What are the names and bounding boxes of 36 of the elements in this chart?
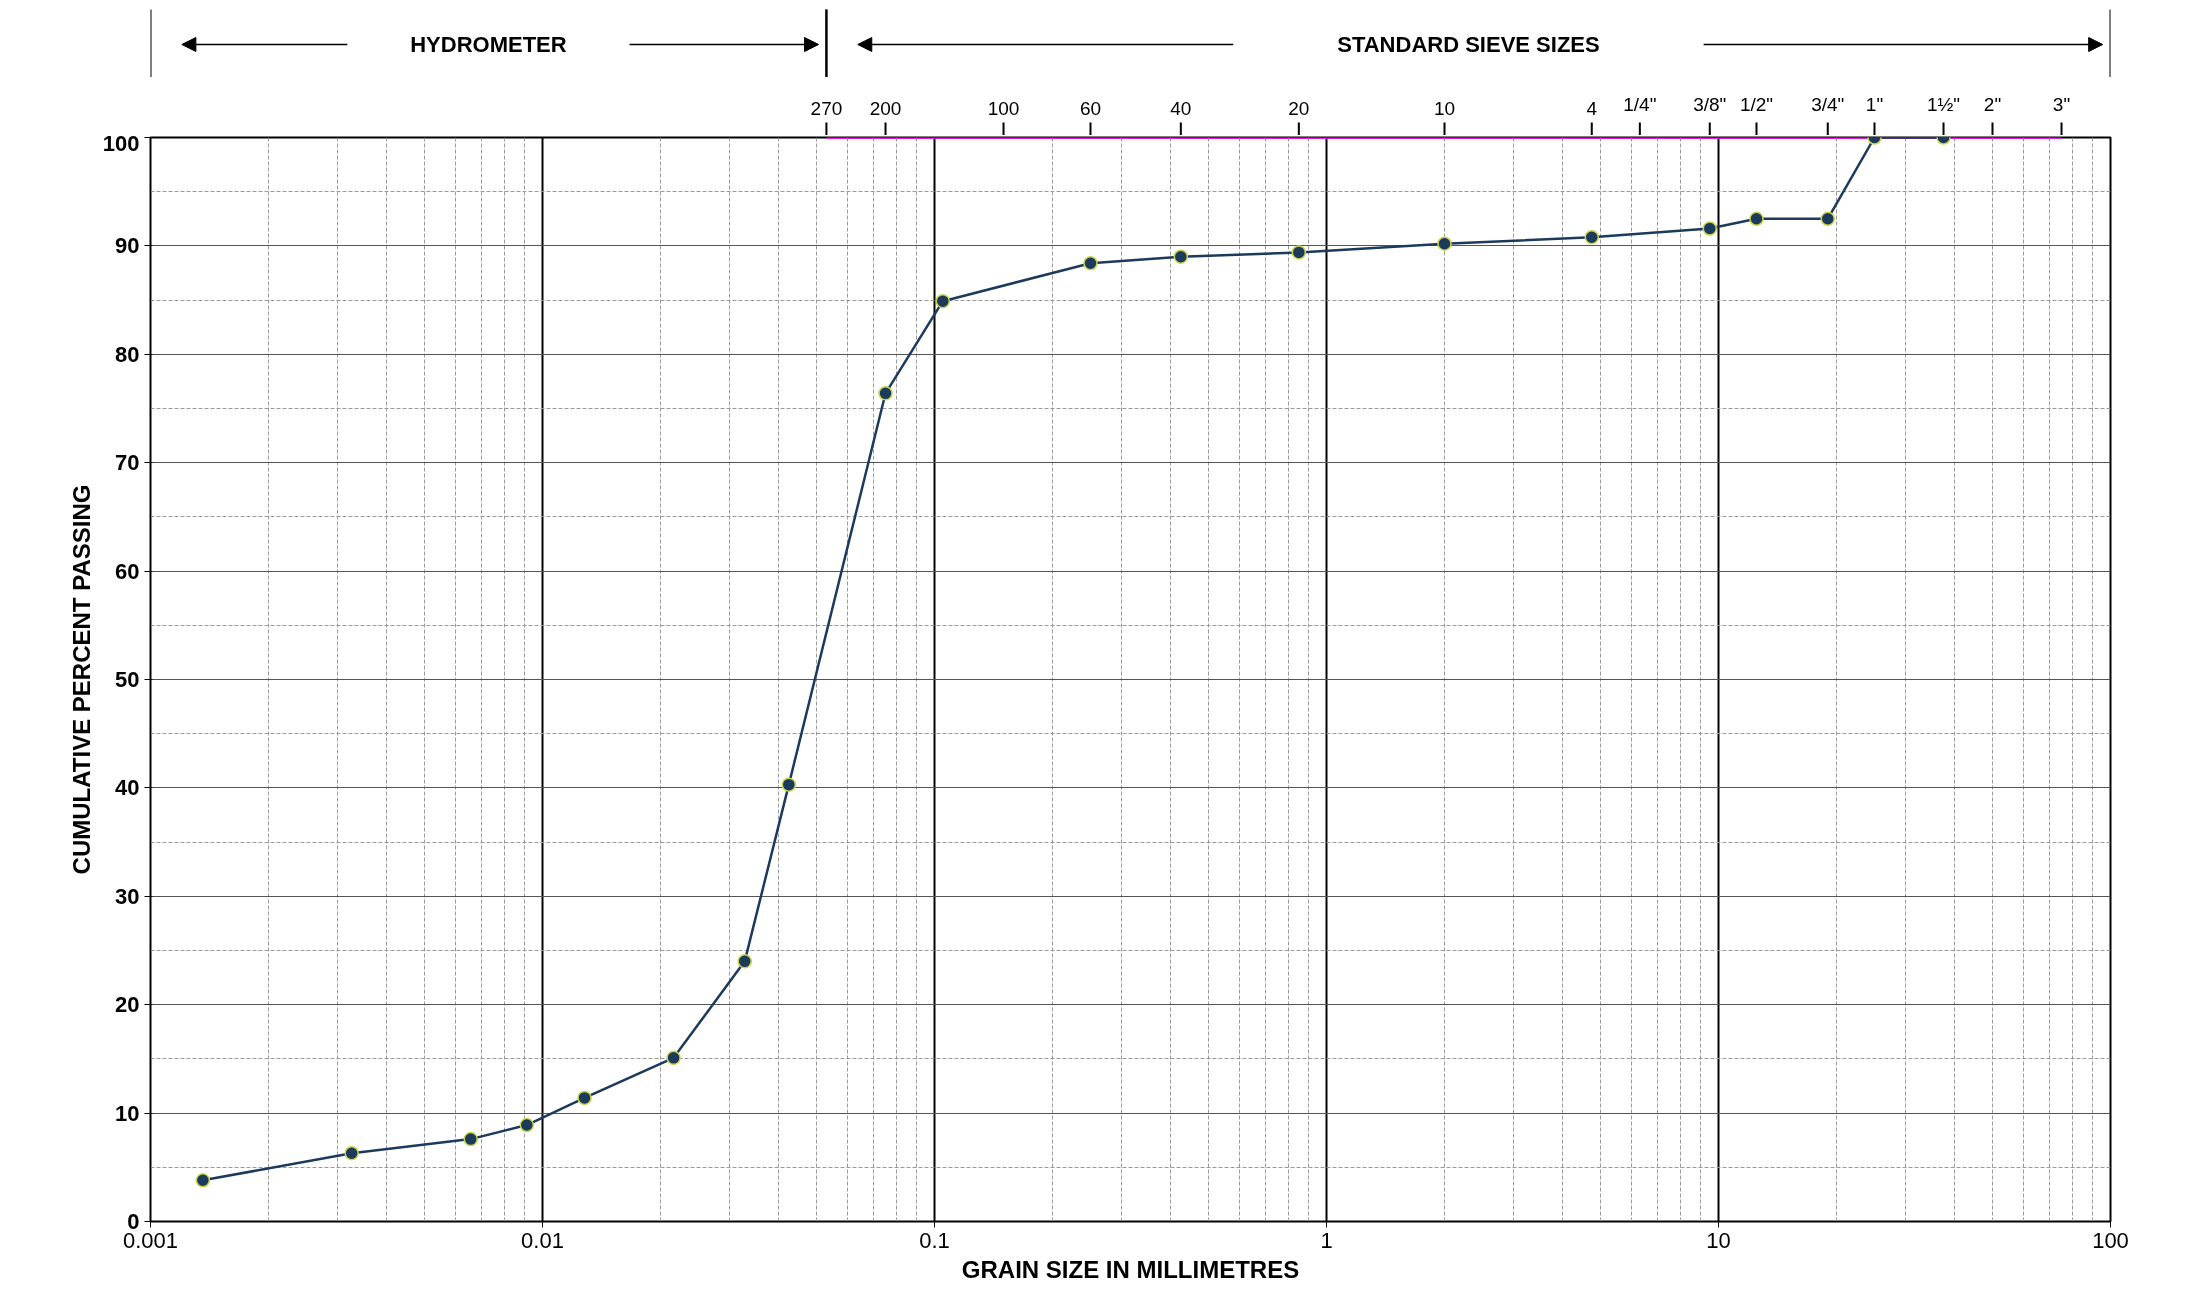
- x-tick-label: 100: [2092, 1227, 2129, 1253]
- y-tick-label: 40: [115, 775, 140, 801]
- annotation: 1/2": [1739, 93, 1774, 115]
- annotation: 1½": [1926, 93, 1961, 115]
- y-tick-label: 30: [115, 883, 140, 909]
- y-tick-label: 20: [115, 992, 140, 1018]
- annotation: 40: [1170, 97, 1192, 119]
- annotation: 1/4": [1623, 93, 1657, 115]
- annotation: 2": [1983, 93, 2002, 115]
- y-tick-label: 80: [115, 341, 140, 367]
- y-tick-label: 90: [115, 233, 140, 259]
- x-axis-title: GRAIN SIZE IN MILLIMETRES: [961, 1255, 1300, 1283]
- y-tick-label: 70: [115, 450, 140, 476]
- text: HYDROMETER: [410, 32, 567, 57]
- annotation: 3/8": [1693, 93, 1727, 115]
- y-tick-label: 0: [127, 1209, 140, 1234]
- annotation: 10: [1433, 97, 1456, 119]
- annotation: 100: [987, 97, 1020, 119]
- annotation: 4: [1586, 97, 1598, 119]
- y-tick-label: 50: [115, 667, 140, 692]
- x-tick-label: 10: [1706, 1227, 1731, 1253]
- text: STANDARD SIEVE SIZES: [1337, 32, 1600, 57]
- annotation: 3/4": [1811, 93, 1845, 115]
- y-axis-title: CUMULATIVE PERCENT PASSING: [67, 484, 95, 875]
- y-tick-label: 100: [102, 130, 140, 156]
- x-tick-label: 0.1: [919, 1227, 950, 1253]
- x-tick-label: 1: [1320, 1227, 1333, 1253]
- y-tick-label: 10: [115, 1100, 140, 1126]
- x-tick-label: 0.01: [521, 1227, 564, 1253]
- annotation: 20: [1288, 97, 1310, 119]
- annotation: 60: [1079, 97, 1102, 119]
- annotation: 3": [2052, 93, 2071, 115]
- annotation: 200: [869, 97, 902, 119]
- annotation: 270: [810, 97, 843, 119]
- y-tick-label: 60: [115, 558, 140, 584]
- annotation: 1": [1865, 93, 1884, 115]
